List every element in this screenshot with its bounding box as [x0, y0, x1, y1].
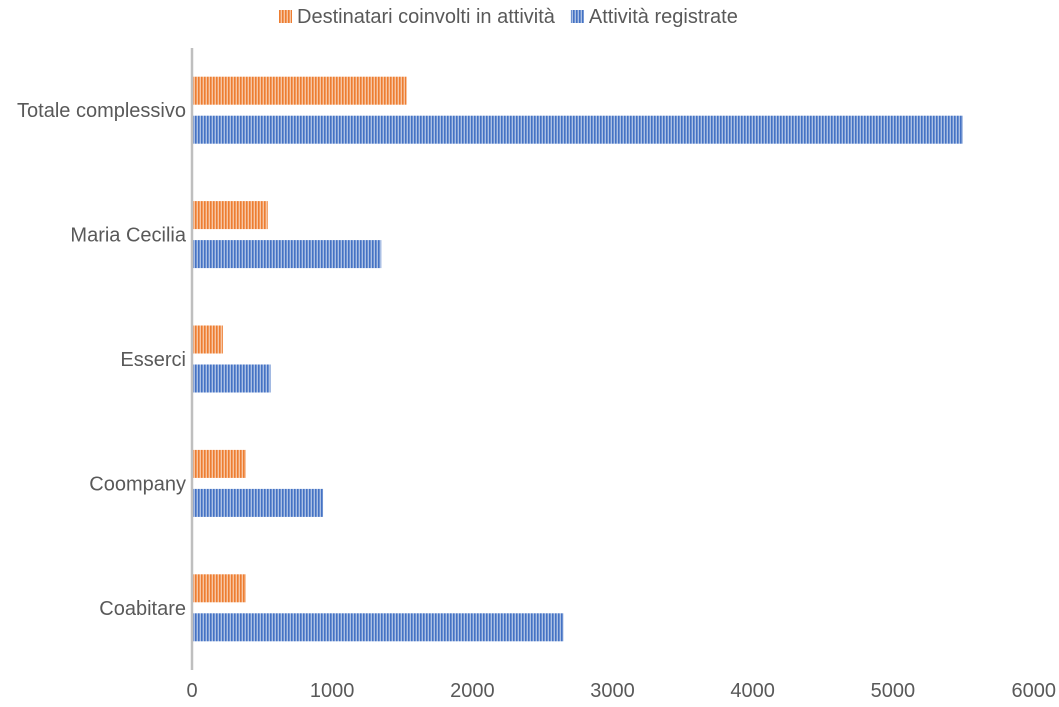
bar-attivita-2: [192, 364, 271, 393]
bar-attivita-3: [192, 488, 324, 517]
x-tick-label: 6000: [1012, 680, 1057, 702]
x-tick-label: 5000: [871, 680, 916, 702]
legend-swatch: [570, 10, 584, 23]
category-label: Totale complessivo: [17, 100, 186, 122]
bar-attivita-4: [192, 613, 564, 642]
category-label: Maria Cecilia: [70, 225, 186, 247]
x-tick-label: 0: [186, 680, 197, 702]
bar-attivita-1: [192, 240, 382, 269]
bar-destinatari-2: [192, 325, 223, 354]
x-tick-label: 2000: [450, 680, 495, 702]
x-tick-label: 1000: [310, 680, 355, 702]
bar-attivita-0: [192, 115, 963, 144]
x-tick-label: 3000: [590, 680, 635, 702]
x-tick-label: 4000: [730, 680, 775, 702]
bar-destinatari-1: [192, 201, 268, 230]
bar-destinatari-4: [192, 574, 246, 603]
bars-group: [192, 76, 963, 642]
category-label: Coompany: [89, 473, 186, 495]
legend-label: Destinatari coinvolti in attività: [297, 6, 556, 28]
legend-swatch: [279, 10, 292, 23]
category-label: Esserci: [120, 349, 186, 371]
axes-group: Totale complessivo Maria Cecilia Esserci Co…: [17, 48, 1056, 702]
bar-destinatari-0: [192, 76, 407, 105]
category-label: Coabitare: [99, 598, 186, 620]
legend: Destinatari coinvolti in attività Attivit…: [279, 6, 738, 28]
bar-destinatari-3: [192, 449, 246, 478]
legend-label: Attività registrate: [589, 6, 738, 28]
